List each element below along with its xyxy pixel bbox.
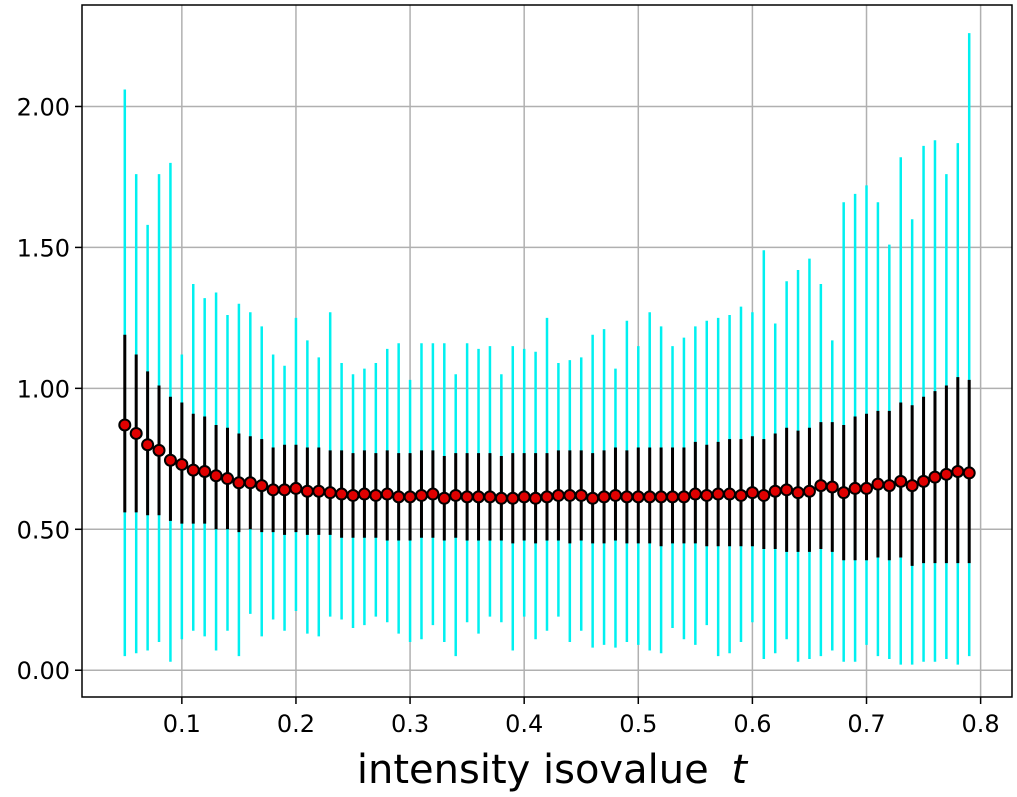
plot-frame bbox=[81, 4, 1013, 698]
mean-marker bbox=[677, 490, 691, 504]
mean-marker bbox=[346, 488, 360, 502]
mean-marker bbox=[551, 488, 565, 502]
mean-marker bbox=[871, 477, 885, 491]
mean-marker bbox=[711, 487, 725, 501]
mean-marker bbox=[882, 479, 896, 493]
mean-marker bbox=[289, 481, 303, 495]
mean-marker bbox=[255, 479, 269, 493]
mean-marker bbox=[392, 490, 406, 504]
mean-marker bbox=[266, 483, 280, 497]
mean-marker bbox=[860, 481, 874, 495]
x-tick-label: 0.8 bbox=[962, 710, 1000, 738]
mean-marker bbox=[540, 490, 554, 504]
mean-marker bbox=[175, 457, 189, 471]
x-tick-label: 0.4 bbox=[505, 710, 543, 738]
mean-marker bbox=[962, 466, 976, 480]
mean-marker bbox=[620, 490, 634, 504]
mean-marker bbox=[506, 491, 520, 505]
mean-marker bbox=[380, 487, 394, 501]
mean-marker bbox=[209, 469, 223, 483]
mean-marker bbox=[129, 426, 143, 440]
mean-marker bbox=[928, 470, 942, 484]
mean-marker bbox=[802, 484, 816, 498]
mean-marker bbox=[335, 487, 349, 501]
mean-marker bbox=[460, 490, 474, 504]
mean-marker bbox=[631, 490, 645, 504]
mean-marker bbox=[608, 488, 622, 502]
mean-marker bbox=[814, 479, 828, 493]
mean-marker bbox=[357, 487, 371, 501]
mean-marker bbox=[243, 476, 257, 490]
mean-marker bbox=[745, 486, 759, 500]
x-tick-label: 0.5 bbox=[619, 710, 657, 738]
mean-marker bbox=[152, 443, 166, 457]
x-axis-title-variable: t bbox=[731, 747, 748, 793]
mean-marker bbox=[437, 491, 451, 505]
mean-markers bbox=[118, 418, 976, 505]
mean-marker bbox=[757, 488, 771, 502]
mean-marker bbox=[449, 488, 463, 502]
x-tick-label: 0.2 bbox=[277, 710, 315, 738]
mean-marker bbox=[837, 486, 851, 500]
range-bars bbox=[123, 33, 971, 665]
mean-marker bbox=[323, 486, 337, 500]
mean-marker bbox=[905, 479, 919, 493]
y-tick-label: 1.50 bbox=[17, 234, 70, 262]
x-tick-label: 0.3 bbox=[391, 710, 429, 738]
mean-marker bbox=[517, 490, 531, 504]
mean-marker bbox=[688, 487, 702, 501]
mean-marker bbox=[278, 483, 292, 497]
mean-marker bbox=[300, 484, 314, 498]
y-tick-label: 0.00 bbox=[17, 657, 70, 685]
mean-marker bbox=[643, 490, 657, 504]
mean-marker bbox=[198, 465, 212, 479]
mean-marker bbox=[529, 491, 543, 505]
mean-marker bbox=[894, 474, 908, 488]
x-tick-label: 0.7 bbox=[847, 710, 885, 738]
mean-marker bbox=[141, 438, 155, 452]
mean-marker bbox=[369, 488, 383, 502]
mean-marker bbox=[426, 487, 440, 501]
mean-marker bbox=[414, 488, 428, 502]
mean-marker bbox=[951, 465, 965, 479]
x-tick-label: 0.1 bbox=[163, 710, 201, 738]
mean-marker bbox=[597, 490, 611, 504]
mean-marker bbox=[586, 491, 600, 505]
y-tick-label: 1.00 bbox=[17, 375, 70, 403]
mean-marker bbox=[780, 483, 794, 497]
mean-marker bbox=[220, 472, 234, 486]
mean-marker bbox=[163, 453, 177, 467]
y-tick-label: 0.50 bbox=[17, 516, 70, 544]
mean-marker bbox=[186, 463, 200, 477]
mean-marker bbox=[917, 474, 931, 488]
x-axis-title-text: intensity isovalue bbox=[357, 747, 709, 793]
mean-marker bbox=[403, 490, 417, 504]
mean-marker bbox=[939, 467, 953, 481]
axis-ticks: 0.1 0.2 0.3 0.4 0.5 0.6 0.7 0.8 0.00 0.50 1.00 1.50… bbox=[17, 93, 1000, 738]
mean-marker bbox=[768, 484, 782, 498]
mean-marker bbox=[118, 418, 132, 432]
mean-marker bbox=[483, 490, 497, 504]
mean-marker bbox=[791, 486, 805, 500]
mean-marker bbox=[666, 490, 680, 504]
mean-marker bbox=[472, 490, 486, 504]
mean-marker bbox=[825, 480, 839, 494]
y-tick-label: 2.00 bbox=[17, 93, 70, 121]
mean-marker bbox=[700, 488, 714, 502]
mean-marker bbox=[848, 481, 862, 495]
mean-marker bbox=[723, 487, 737, 501]
mean-marker bbox=[563, 488, 577, 502]
mean-marker bbox=[232, 476, 246, 490]
mean-marker bbox=[312, 484, 326, 498]
mean-marker bbox=[494, 491, 508, 505]
x-tick-label: 0.6 bbox=[733, 710, 771, 738]
mean-marker bbox=[734, 488, 748, 502]
mean-marker bbox=[654, 490, 668, 504]
x-axis-title: intensity isovalue t bbox=[357, 747, 749, 793]
mean-marker bbox=[574, 488, 588, 502]
